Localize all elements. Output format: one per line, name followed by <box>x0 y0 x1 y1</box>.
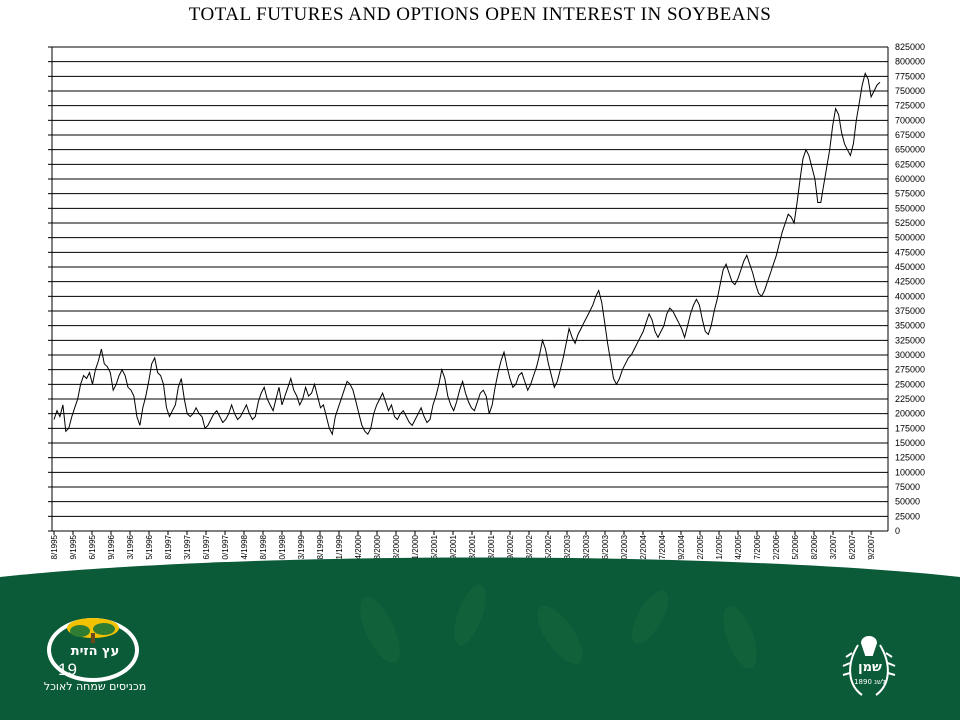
logo-left-name: עץ הזית <box>70 644 120 659</box>
x-tick-label: 7/28/1998 <box>259 534 268 560</box>
x-tick-label: 5/2/2006 <box>772 534 781 560</box>
y-tick-label: 275000 <box>895 365 925 375</box>
x-tick-label: 11/5/1996 <box>145 534 154 560</box>
logo-right-name: שמן <box>858 660 882 675</box>
x-tick-label: 6/18/1995 <box>50 534 59 560</box>
y-tick-label: 50000 <box>895 497 920 507</box>
logo-right-sub: לשנ 1890 <box>854 678 886 686</box>
y-tick-label: 800000 <box>895 57 925 67</box>
x-tick-label: 2/18/2003 <box>563 534 572 560</box>
y-tick-label: 175000 <box>895 423 925 433</box>
x-tick-label: 4/9/2002 <box>506 534 515 560</box>
y-tick-label: 125000 <box>895 453 925 463</box>
x-tick-labels: 6/18/1995 8/29/1995 12/26/1995 4/9/1996 7/23… <box>50 534 876 560</box>
y-tick-label: 375000 <box>895 306 925 316</box>
x-tick-label: 10/4/2005 <box>734 534 743 560</box>
y-tick-label: 450000 <box>895 262 925 272</box>
y-tick-label: 625000 <box>895 159 925 169</box>
x-tick-label: 7/23/1996 <box>126 534 135 560</box>
y-tick-label: 475000 <box>895 247 925 257</box>
x-tick-label: 11/28/2006 <box>810 534 819 560</box>
grid-lines <box>52 46 888 532</box>
y-tick-label: 600000 <box>895 174 925 184</box>
x-tick-label: 3/13/2007 <box>829 534 838 560</box>
y-tick-label: 725000 <box>895 101 925 111</box>
y-tick-label: 650000 <box>895 145 925 155</box>
page-number: 19 <box>58 660 77 679</box>
x-tick-label: 8/8/2000 <box>392 534 401 560</box>
y-tick-label: 825000 <box>895 42 925 52</box>
series-layer <box>53 71 881 436</box>
y-tick-label: 550000 <box>895 203 925 213</box>
y-tick-label: 400000 <box>895 291 925 301</box>
x-tick-label: 2/18/1997 <box>164 534 173 560</box>
x-tick-label: 9/21/1999 <box>335 534 344 560</box>
etz-hazait-logo <box>47 618 139 682</box>
y-tick-label: 575000 <box>895 189 925 199</box>
x-tick-label: 9/18/2001 <box>468 534 477 560</box>
x-tick-label: 12/30/2003 <box>620 534 629 560</box>
axes <box>48 46 889 535</box>
y-tick-label: 300000 <box>895 350 925 360</box>
y-tick-label: 425000 <box>895 277 925 287</box>
x-tick-label: 2/22/2005 <box>696 534 705 560</box>
x-tick-label: 6/26/2007 <box>848 534 857 560</box>
y-tick-label: 225000 <box>895 394 925 404</box>
x-tick-label: 4/14/1998 <box>240 534 249 560</box>
x-tick-label: 4/12/2004 <box>639 534 648 560</box>
x-tick-label: 11/10/1998 <box>278 534 287 560</box>
x-tick-label: 12/28/2001 <box>487 534 496 560</box>
logo-left-tagline: מכניסים שמחה לאוכל <box>43 680 147 693</box>
x-tick-label: 4/18/2000 <box>373 534 382 560</box>
footer-background <box>0 557 960 720</box>
x-tick-label: 2/23/1999 <box>297 534 306 560</box>
chart: 0 25000 50000 75000 100000 125000 150000 175000… <box>48 42 925 560</box>
y-tick-label: 150000 <box>895 438 925 448</box>
y-tick-label: 250000 <box>895 379 925 389</box>
x-tick-label: 9/16/1997 <box>202 534 211 560</box>
x-tick-label: 11/9/2004 <box>677 534 686 560</box>
y-tick-labels: 0 25000 50000 75000 100000 125000 150000 175000… <box>895 42 925 536</box>
x-tick-label: 10/9/2007 <box>867 534 876 560</box>
x-tick-label: 7/27/2004 <box>658 534 667 560</box>
x-tick-label: 1/17/2006 <box>753 534 762 560</box>
y-tick-label: 775000 <box>895 71 925 81</box>
y-tick-label: 525000 <box>895 218 925 228</box>
olive-leaf-decoration <box>360 584 757 669</box>
x-tick-label: 8/29/1995 <box>69 534 78 560</box>
y-tick-label: 500000 <box>895 233 925 243</box>
x-tick-label: 7/23/2002 <box>525 534 534 560</box>
chart-title: TOTAL FUTURES AND OPTIONS OPEN INTEREST … <box>188 4 772 25</box>
x-tick-label: 12/26/1995 <box>88 534 97 560</box>
x-tick-label: 6/3/2003 <box>582 534 591 560</box>
x-tick-label: 11/5/2002 <box>544 534 553 560</box>
x-tick-label: 1/4/2000 <box>354 534 363 560</box>
x-tick-label: 4/9/1996 <box>107 534 116 560</box>
y-tick-label: 0 <box>895 526 900 536</box>
y-tick-label: 750000 <box>895 86 925 96</box>
footer-band <box>0 557 960 720</box>
x-tick-label: 6/19/2001 <box>449 534 458 560</box>
shemen-logo <box>842 636 896 696</box>
x-tick-label: 11/21/2000 <box>411 534 420 560</box>
x-tick-label: 6/3/1997 <box>183 534 192 560</box>
series-line <box>53 71 881 436</box>
y-tick-label: 325000 <box>895 335 925 345</box>
x-tick-label: 6/8/1999 <box>316 534 325 560</box>
x-tick-label: 9/16/2003 <box>601 534 610 560</box>
y-tick-label: 25000 <box>895 511 920 521</box>
y-tick-label: 100000 <box>895 467 925 477</box>
y-tick-label: 700000 <box>895 115 925 125</box>
x-tick-label: 6/21/2005 <box>715 534 724 560</box>
x-tick-label: 12/30/1997 <box>221 534 230 560</box>
y-tick-label: 350000 <box>895 321 925 331</box>
x-tick-label: 8/15/2006 <box>791 534 800 560</box>
y-tick-label: 75000 <box>895 482 920 492</box>
x-tick-label: 3/6/2001 <box>430 534 439 560</box>
y-tick-label: 675000 <box>895 130 925 140</box>
y-tick-label: 200000 <box>895 409 925 419</box>
